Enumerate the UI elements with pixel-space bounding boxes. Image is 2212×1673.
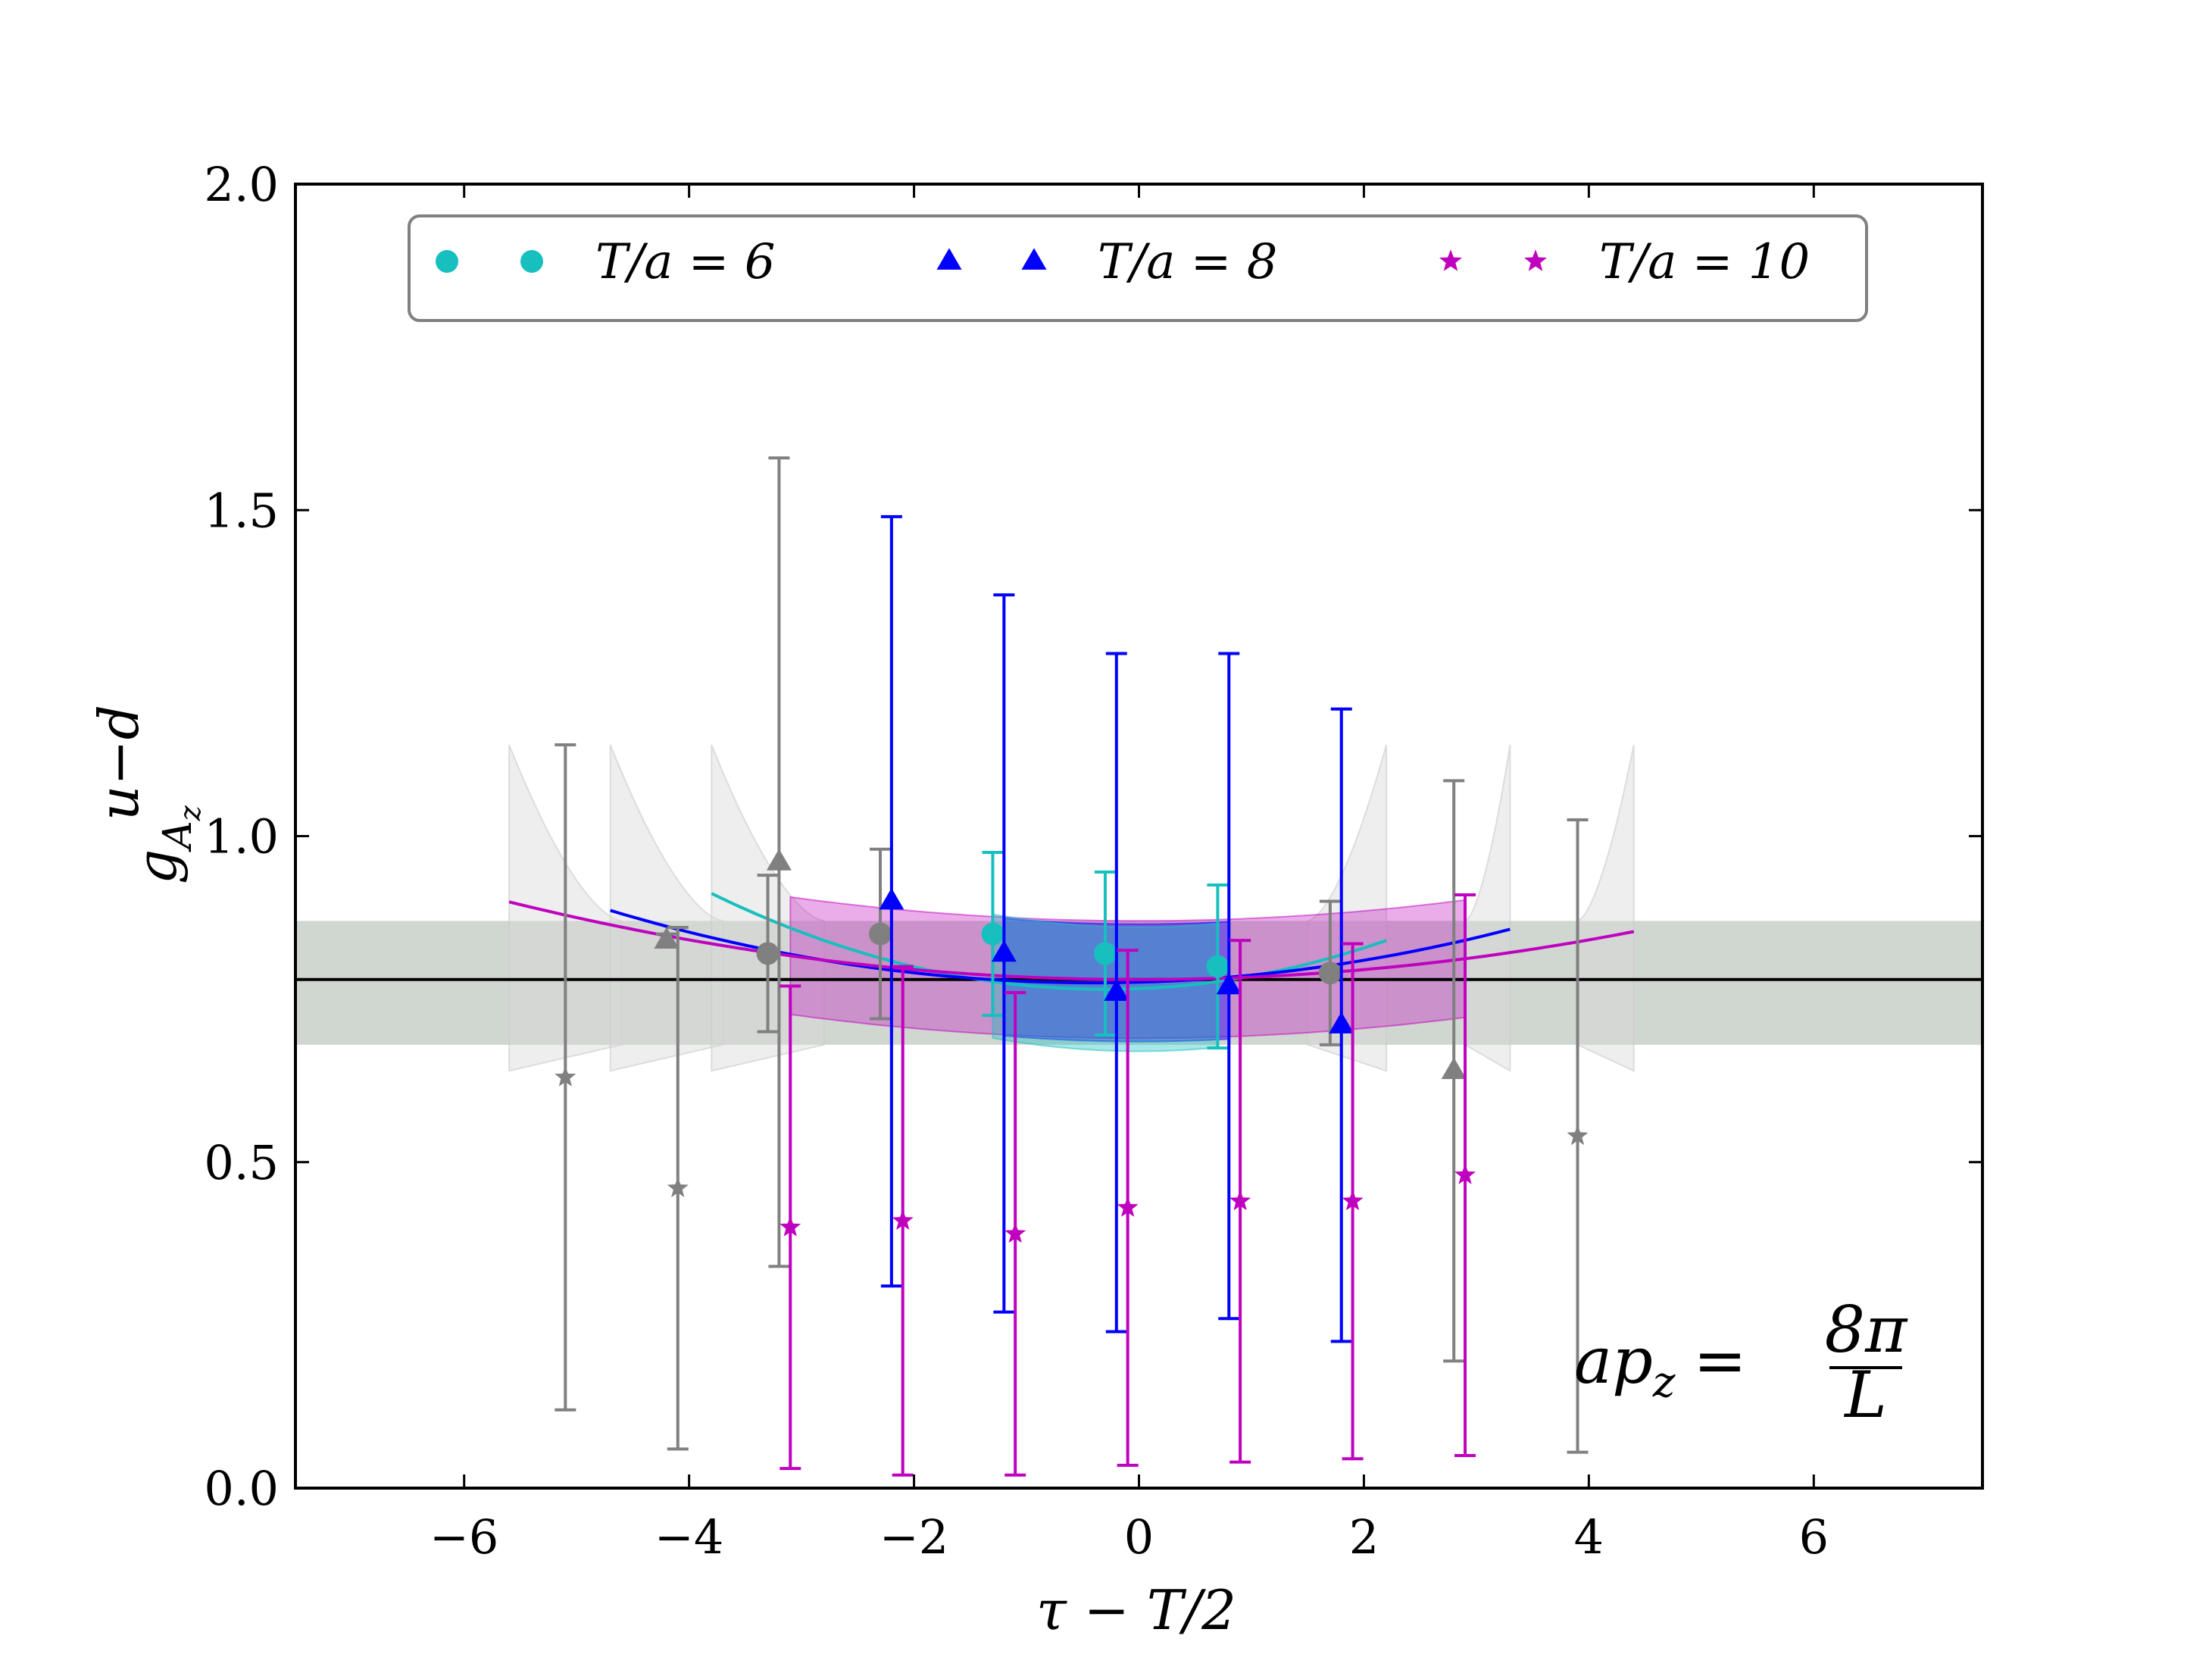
series-2-point-2 [766,456,792,1268]
marker [1117,1196,1139,1217]
y-tick-label: 0.5 [204,1135,279,1190]
y-label-base: g [125,849,189,884]
legend-marker [436,250,458,273]
series-2-point-7 [1329,707,1354,1343]
svg-text:gAz: gAz [125,805,207,884]
annotation-eq: = [1693,1324,1746,1398]
marker [879,887,904,910]
y-tick-label: 0.0 [204,1461,279,1516]
series-3-point-9 [1454,893,1476,1457]
y-tick-label: 1.0 [204,809,279,865]
marker [1229,1190,1251,1211]
marker [654,927,680,949]
y-label-subsub: z [173,805,207,821]
annotation-numerator: 8π [1825,1293,1908,1367]
data-points-layer [555,456,1589,1477]
y-label-sub: A [155,821,201,852]
series-2-point-6 [1216,652,1242,1321]
legend-label: T/a = 6 [595,234,775,290]
legend-marker [936,248,962,270]
marker [991,940,1017,962]
marker [756,942,780,965]
series-2-point-3 [879,514,904,1288]
series-2-point-8 [1441,779,1467,1363]
y-axis-label: gAz u−d [87,705,207,884]
marker [1567,1124,1589,1146]
excluded-fit-band [1307,744,1388,1072]
excluded-fit-band [1576,744,1635,1072]
legend-entry-3: T/a = 10 [1439,234,1810,290]
marker [555,1066,576,1087]
legend: T/a = 6 T/a = 8 T/a = 10 [408,214,1868,322]
annotation-lhs-sub: z [1652,1358,1676,1407]
series-3-point-5 [1004,991,1026,1477]
series-2-point-1 [654,927,680,949]
y-tick-label: 2.0 [204,157,279,212]
excluded-fit-band [1464,744,1511,1073]
legend-box [408,214,1868,322]
series-1-point-1 [756,874,780,1034]
marker [1004,1222,1026,1243]
marker [1104,979,1129,1001]
fit-curve-3 [508,900,1635,981]
marker [780,1216,801,1237]
x-tick-label: −4 [655,1509,723,1565]
series-1-point-3 [981,851,1004,1018]
excluded-fit-band [609,744,724,1072]
marker [892,1209,914,1231]
x-tick-label: 6 [1799,1509,1829,1565]
marker [869,922,892,946]
fit-bands-layer [295,744,1982,1073]
marker [1318,962,1342,985]
series-1-point-2 [869,847,892,1021]
marker [1093,942,1117,965]
legend-marker [1021,248,1047,270]
marker [1441,1057,1467,1080]
series-1-point-6 [1318,899,1342,1046]
ticks-layer: −6 −4 −2 0 2 4 6 0.0 0.5 1.0 1.5 2.0 [204,157,1982,1565]
y-label-sup: u−d [87,705,151,821]
series-1-point-5 [1206,883,1229,1050]
x-tick-label: −2 [879,1509,948,1565]
legend-label: T/a = 10 [1599,234,1810,290]
legend-label: T/a = 8 [1098,234,1277,290]
marker [981,922,1004,946]
marker [1454,1164,1476,1184]
marker [1206,955,1229,978]
series-3-point-3 [780,984,801,1471]
x-axis-label: τ − T/2 [1036,1578,1236,1642]
series-2-point-5 [1104,652,1129,1334]
marker [1216,972,1242,995]
legend-entry-1: T/a = 6 [436,234,775,290]
series-3-point-4 [892,965,914,1477]
legend-marker [1439,249,1462,271]
series-3-point-1 [555,743,576,1412]
legend-marker [1524,249,1547,271]
series-3-point-6 [1117,949,1139,1467]
annotation-lhs: ap [1574,1324,1653,1398]
series-3-point-10 [1567,818,1589,1454]
series-3-point-7 [1229,939,1251,1464]
marker [667,1177,689,1198]
marker [766,849,792,871]
legend-entry-2: T/a = 8 [936,234,1277,290]
x-tick-label: 0 [1124,1509,1154,1565]
series-2-point-4 [991,593,1017,1314]
series-1-point-4 [1093,870,1117,1037]
x-tick-label: −6 [430,1509,498,1565]
y-tick-label: 1.5 [204,483,279,538]
marker [1329,1012,1354,1034]
svg-text:apz=: apz = [1574,1324,1747,1407]
momentum-annotation: apz = 8π L [1574,1293,1908,1432]
x-tick-label: 2 [1349,1509,1379,1565]
annotation-denominator: L [1843,1358,1887,1432]
legend-items: T/a = 6 T/a = 8 T/a = 10 [436,234,1810,290]
series-3-point-2 [667,925,689,1451]
series-3-point-8 [1342,942,1364,1461]
legend-marker [520,250,543,273]
x-tick-label: 4 [1574,1509,1604,1565]
marker [1342,1190,1364,1211]
